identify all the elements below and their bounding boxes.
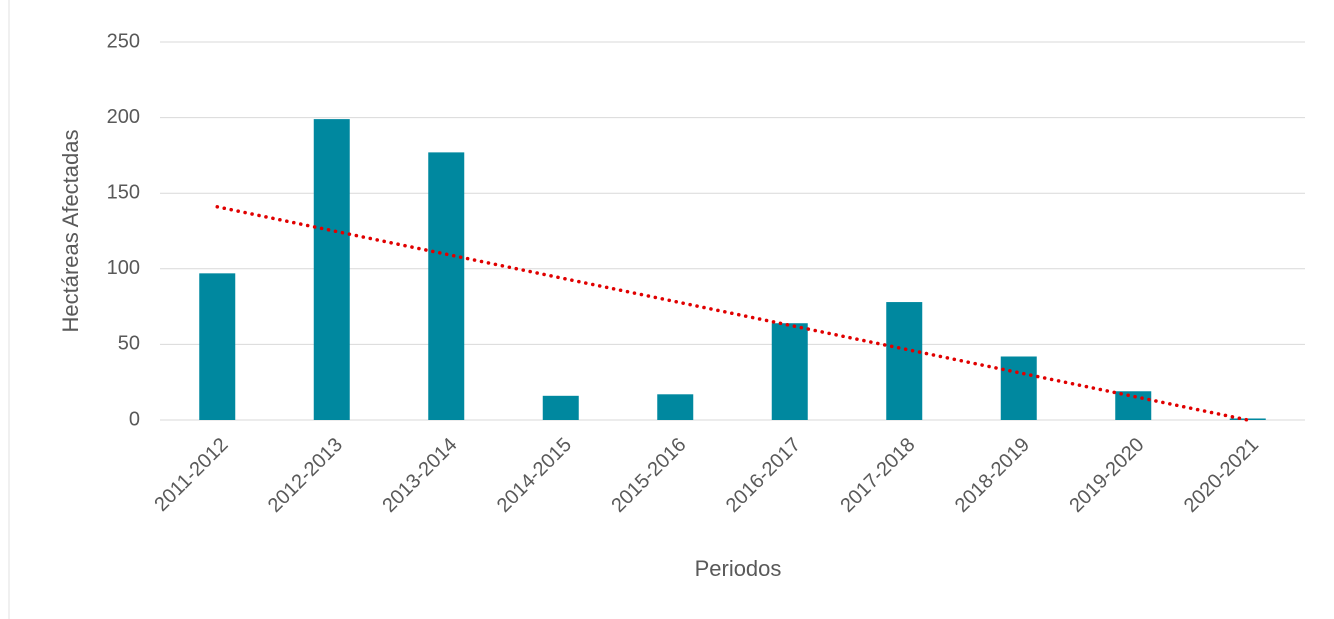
x-tick-label: 2014-2015 [493, 434, 576, 517]
bar [199, 273, 236, 420]
x-tick-label: 2020-2021 [1180, 434, 1263, 517]
x-tick-label: 2019-2020 [1065, 434, 1148, 517]
x-axis-title: Periodos [695, 556, 782, 581]
y-tick-label: 200 [107, 106, 140, 128]
bar [313, 119, 350, 420]
x-tick-label: 2015-2016 [607, 434, 690, 517]
y-tick-label: 50 [118, 333, 140, 355]
y-tick-label: 250 [107, 30, 140, 52]
bar [886, 302, 923, 420]
bar [542, 395, 579, 420]
y-axis-title: Hectáreas Afectadas [58, 129, 83, 332]
y-tick-label: 150 [107, 181, 140, 203]
x-tick-label: 2011-2012 [150, 434, 232, 516]
x-tick-label: 2013-2014 [378, 434, 461, 517]
y-tick-label: 100 [107, 257, 140, 279]
x-tick-label: 2018-2019 [951, 434, 1034, 517]
bar [1000, 356, 1037, 420]
y-tick-label: 0 [129, 408, 140, 430]
x-tick-label: 2012-2013 [264, 434, 347, 517]
trendline [215, 205, 1250, 422]
bar [657, 394, 694, 420]
x-tick-label: 2016-2017 [722, 434, 805, 517]
x-tick-label: 2017-2018 [836, 434, 919, 517]
bar [1115, 391, 1152, 420]
bar [771, 323, 808, 420]
bar [428, 152, 465, 420]
